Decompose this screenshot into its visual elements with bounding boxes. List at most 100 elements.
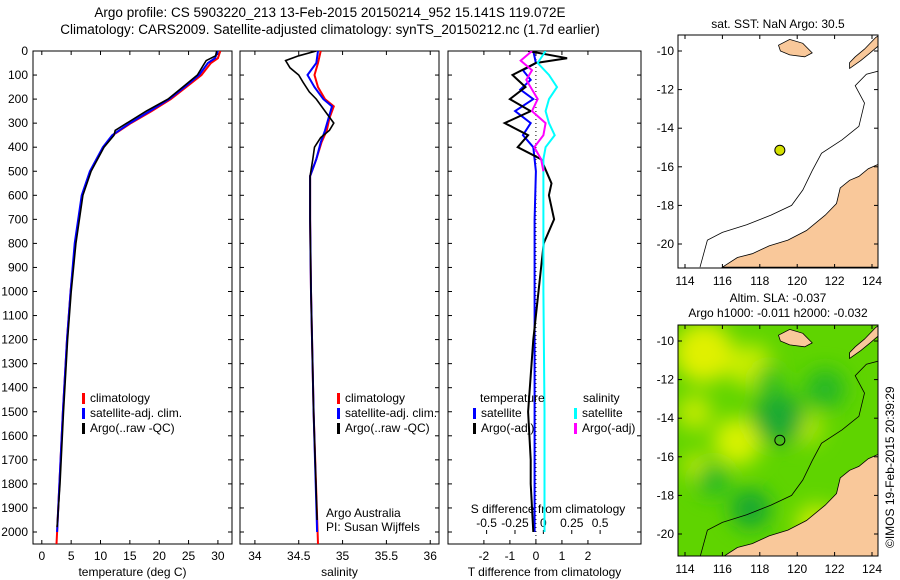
legend-swatch xyxy=(574,423,577,434)
map-title: sat. SST: NaN Argo: 30.5 xyxy=(711,17,845,31)
plot-frame xyxy=(239,50,440,545)
x-tick-label: 30 xyxy=(211,549,225,563)
plot-frame xyxy=(32,50,233,545)
sla-blob xyxy=(755,365,784,394)
sla-blob xyxy=(713,417,762,466)
sla-blob xyxy=(678,394,713,431)
legend-label: climatology xyxy=(345,391,405,405)
legend-label: Argo(..raw -QC) xyxy=(345,421,430,435)
map-title: Altim. SLA: -0.037 xyxy=(730,291,827,305)
legend-swatch xyxy=(82,408,85,419)
x2-tick-label: 0.5 xyxy=(592,516,609,530)
panel-temperature: 0 5 10 15 20 25 30 temperature (deg C) 0 100 200 30… xyxy=(1,44,233,579)
series-line-temperature-satellite xyxy=(513,51,538,532)
lon-tick-label: 118 xyxy=(750,562,769,576)
sla-blob xyxy=(805,369,846,410)
lat-tick-label: -14 xyxy=(657,121,675,135)
lon-tick-label: 122 xyxy=(825,274,845,288)
lon-tick-label: 114 xyxy=(675,562,694,576)
figure-title-line1: Argo profile: CS 5903220_213 13-Feb-2015… xyxy=(94,5,566,20)
legend-title: temperature xyxy=(480,391,545,405)
lon-tick-label: 120 xyxy=(787,274,807,288)
panel-salinity: 34 34.5 35 35.5 36 salinity climatologysatelli… xyxy=(239,50,440,579)
y-tick-label: 600 xyxy=(8,188,28,202)
land-polygon xyxy=(723,453,878,556)
lat-tick-label: -18 xyxy=(657,198,675,212)
map-title: Argo h1000: -0.011 h2000: -0.032 xyxy=(688,306,868,320)
legend-swatch xyxy=(337,423,340,434)
lat-tick-label: -16 xyxy=(657,160,675,174)
y-tick-label: 800 xyxy=(8,236,28,250)
x2-axis-label: S difference from climatology xyxy=(471,502,626,516)
credit-text: ©IMOS 19-Feb-2015 20:39:29 xyxy=(883,386,897,548)
map-content xyxy=(699,35,878,268)
bathymetry-contour xyxy=(699,70,878,268)
bathymetry-contour xyxy=(699,360,878,556)
map-frame xyxy=(677,324,879,557)
x-tick-label: 5 xyxy=(68,549,75,563)
x-tick-label: 25 xyxy=(182,549,196,563)
map-content xyxy=(678,325,878,556)
y-tick-label: 400 xyxy=(8,140,28,154)
legend-label: Argo(-adj) xyxy=(481,421,534,435)
sla-blob xyxy=(730,488,771,529)
x-tick-label: 36 xyxy=(424,549,438,563)
y-tick-label: 1200 xyxy=(1,333,28,347)
lon-tick-label: 118 xyxy=(750,274,769,288)
lon-tick-label: 116 xyxy=(713,562,732,576)
x-tick-label: 35 xyxy=(336,549,350,563)
annotation-text: Argo Australia xyxy=(326,506,401,520)
lat-tick-label: -10 xyxy=(657,44,675,58)
lat-tick-label: -20 xyxy=(657,527,675,541)
legend-label: satellite xyxy=(582,406,623,420)
lat-tick-label: -10 xyxy=(657,334,675,348)
map-sla-map: 114 116 118 120 122 124 -10 -12 -14 -16 -18 -20 Alti… xyxy=(657,291,883,576)
annotation-text: PI: Susan Wijffels xyxy=(326,520,420,534)
panel-difference: -2 -1 0 1 2 T difference from climatology -0.5… xyxy=(447,50,642,579)
lat-tick-label: -14 xyxy=(657,411,675,425)
land-polygon xyxy=(778,328,813,348)
x-tick-label: 10 xyxy=(94,549,108,563)
x-tick-label: 1 xyxy=(559,549,566,563)
x2-tick-label: -0.25 xyxy=(501,516,529,530)
y-tick-label: 500 xyxy=(8,164,28,178)
land-polygon xyxy=(849,325,878,360)
lon-tick-label: 120 xyxy=(787,562,807,576)
series-line-salinity-satellite xyxy=(536,51,559,532)
legend-swatch xyxy=(337,393,340,404)
y-tick-label: 200 xyxy=(8,92,28,106)
y-tick-label: 300 xyxy=(8,116,28,130)
lat-tick-label: -12 xyxy=(657,373,675,387)
x-tick-label: 34 xyxy=(248,549,262,563)
legend-swatch xyxy=(82,393,85,404)
x-tick-label: 2 xyxy=(585,549,592,563)
y-tick-label: 0 xyxy=(21,44,28,58)
y-tick-label: 700 xyxy=(8,212,28,226)
lon-tick-label: 122 xyxy=(825,562,845,576)
sla-blob xyxy=(678,325,734,383)
legend-label: climatology xyxy=(90,391,150,405)
legend-title: salinity xyxy=(583,391,620,405)
x-tick-label: 35.5 xyxy=(375,549,399,563)
x-axis-label: salinity xyxy=(321,565,358,579)
series-line-argo-raw-qc- xyxy=(284,51,335,521)
argo-float-marker xyxy=(774,144,786,156)
y-tick-label: 1700 xyxy=(1,453,28,467)
legend-swatch xyxy=(82,423,85,434)
y-tick-label: 900 xyxy=(8,260,28,274)
legend-swatch xyxy=(337,408,340,419)
land-polygon xyxy=(849,35,878,70)
y-tick-label: 2000 xyxy=(1,525,28,539)
legend-swatch xyxy=(574,408,577,419)
legend-swatch xyxy=(473,408,476,419)
x-tick-label: 0 xyxy=(533,549,540,563)
legend-swatch xyxy=(473,423,476,434)
y-tick-label: 1500 xyxy=(1,405,28,419)
lon-tick-label: 116 xyxy=(713,274,732,288)
x-tick-label: -2 xyxy=(479,549,490,563)
lon-tick-label: 124 xyxy=(862,274,882,288)
land-polygon xyxy=(721,163,878,268)
x-tick-label: 34.5 xyxy=(287,549,311,563)
